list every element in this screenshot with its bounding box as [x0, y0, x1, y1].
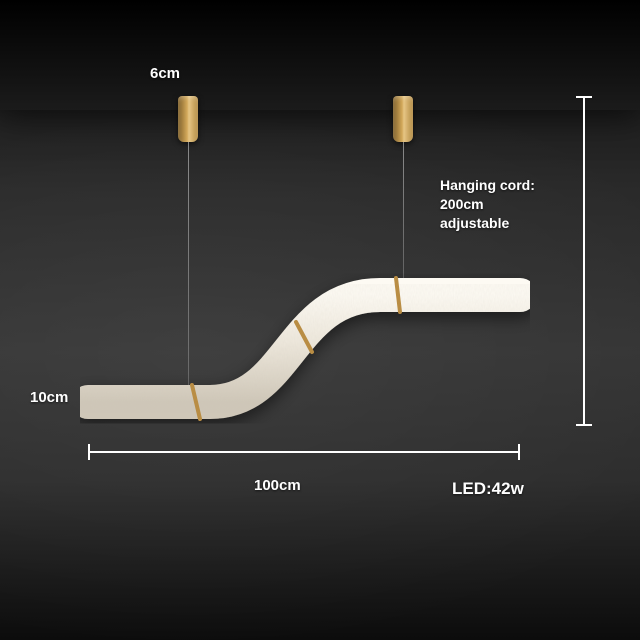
label-led-spec: LED:42w — [452, 478, 524, 501]
hanging-cord-left — [188, 142, 189, 394]
dimension-width — [88, 444, 520, 460]
product-diagram: 6cm 10cm 100cm LED:42w Hanging cord: 200… — [0, 0, 640, 640]
label-cord-spec: Hanging cord: 200cm adjustable — [440, 176, 535, 233]
label-fixture-width: 100cm — [254, 476, 301, 496]
label-fixture-height: 10cm — [30, 388, 68, 408]
ceiling-mount-left — [178, 96, 198, 142]
hanging-cord-right — [403, 142, 404, 287]
ceiling-mount-right — [393, 96, 413, 142]
ceiling-plane — [0, 0, 640, 110]
dimension-cord-length — [576, 96, 592, 426]
label-mount-width: 6cm — [150, 64, 180, 84]
